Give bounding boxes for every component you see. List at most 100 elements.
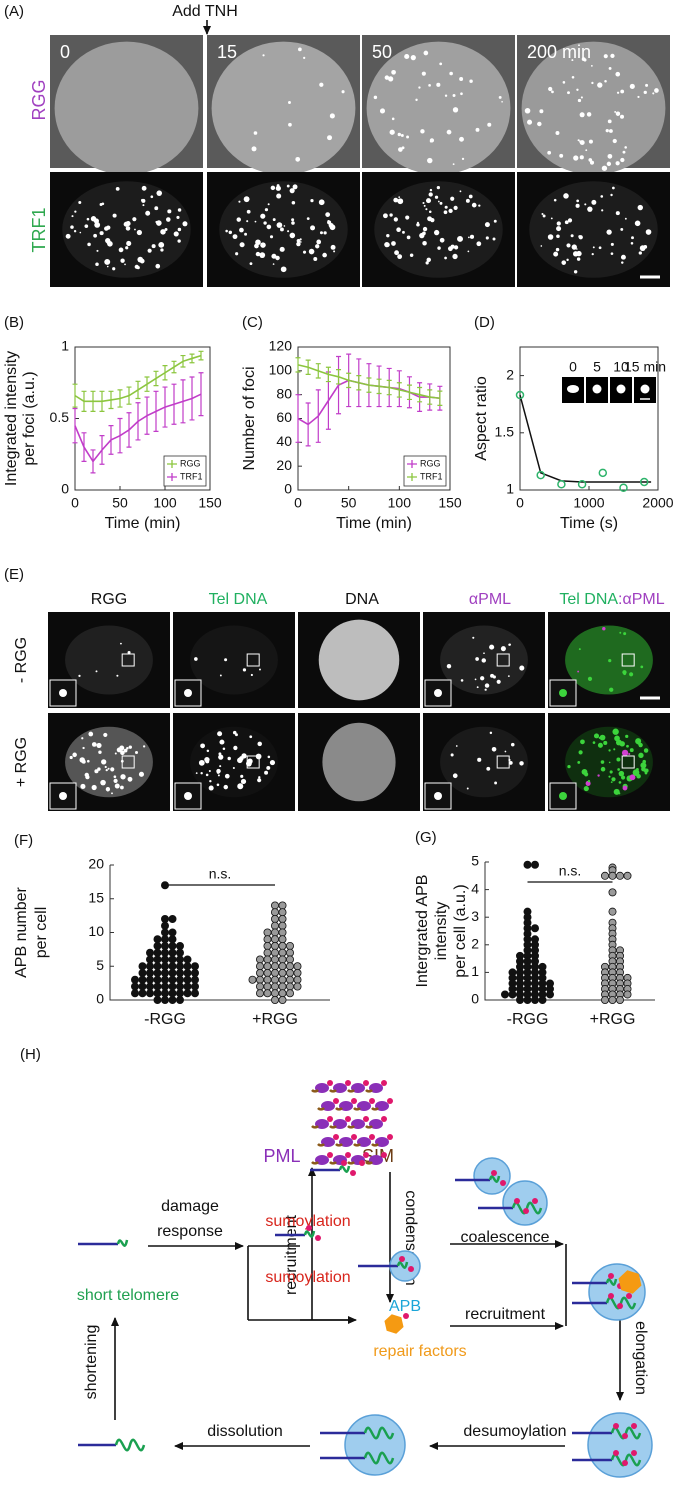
focus xyxy=(267,755,271,759)
focus xyxy=(425,198,432,204)
sumo xyxy=(333,1134,339,1140)
point xyxy=(175,948,184,957)
focus xyxy=(620,157,625,163)
focus xyxy=(494,781,498,785)
focus xyxy=(141,185,147,191)
focus xyxy=(637,204,643,211)
focus xyxy=(610,242,614,246)
inset-focus xyxy=(640,384,650,394)
focus xyxy=(559,153,564,158)
error-bar xyxy=(108,425,114,455)
focus xyxy=(127,650,131,654)
point xyxy=(577,480,587,489)
point xyxy=(263,975,272,984)
point xyxy=(255,975,264,984)
point xyxy=(153,996,162,1005)
y-tick-label: 1.5 xyxy=(495,424,515,440)
focus xyxy=(279,246,285,252)
point xyxy=(293,969,302,978)
focus xyxy=(308,248,315,255)
focus xyxy=(555,247,560,252)
focus xyxy=(508,643,511,646)
focus xyxy=(608,129,613,133)
error-bar xyxy=(126,412,132,448)
focus xyxy=(310,225,316,231)
point xyxy=(285,942,294,951)
point xyxy=(639,477,649,487)
point xyxy=(608,996,617,1005)
focus xyxy=(306,217,310,220)
sumo xyxy=(363,1080,369,1086)
focus xyxy=(147,248,152,253)
point xyxy=(278,915,287,924)
focus xyxy=(620,227,624,231)
point xyxy=(278,935,287,944)
sumo xyxy=(622,1433,628,1439)
y-axis-label: per cell (a.u.) xyxy=(452,884,469,977)
focus xyxy=(622,150,626,154)
sim xyxy=(335,1143,343,1147)
y-axis-label: intensity xyxy=(433,902,450,961)
point xyxy=(183,982,192,991)
error-bar xyxy=(346,372,352,389)
nucleus xyxy=(65,726,153,798)
nucleus xyxy=(322,722,396,802)
nucleus xyxy=(190,726,278,798)
focus xyxy=(177,239,181,243)
focus xyxy=(397,198,404,205)
nucleus xyxy=(521,41,666,175)
focus xyxy=(624,217,627,220)
point xyxy=(278,928,287,937)
focus xyxy=(598,736,601,739)
focus xyxy=(610,53,615,59)
focus xyxy=(124,263,126,266)
focus xyxy=(134,228,136,231)
point xyxy=(285,989,294,998)
point xyxy=(153,942,162,951)
focus xyxy=(481,658,486,663)
sumo xyxy=(363,1152,369,1158)
telomere-repeat xyxy=(396,1261,409,1269)
focus xyxy=(123,748,128,753)
label: coalescence xyxy=(461,1229,550,1246)
focus xyxy=(254,220,257,223)
error-bar xyxy=(144,376,150,392)
focus xyxy=(263,221,267,225)
focus xyxy=(275,185,281,191)
focus xyxy=(547,234,554,240)
focus xyxy=(259,252,266,259)
focus xyxy=(579,155,584,160)
label: repair factors xyxy=(373,1343,466,1360)
focus xyxy=(592,246,595,249)
focus xyxy=(160,229,166,235)
point xyxy=(160,955,169,964)
sumo xyxy=(631,1450,637,1456)
y-tick-label: 2 xyxy=(471,936,479,952)
focus xyxy=(550,217,553,220)
focus xyxy=(519,665,525,671)
legend-swatch xyxy=(167,460,177,468)
focus xyxy=(276,222,283,228)
point xyxy=(183,969,192,978)
focus xyxy=(571,59,574,62)
focus xyxy=(580,96,583,99)
point xyxy=(500,990,509,999)
focus xyxy=(484,222,490,228)
point xyxy=(270,921,279,930)
point xyxy=(263,942,272,951)
focus xyxy=(333,250,336,253)
focus xyxy=(96,742,102,749)
time-label: 200 min xyxy=(527,42,591,62)
focus xyxy=(400,134,404,137)
focus xyxy=(389,213,393,217)
point xyxy=(270,942,279,951)
error-bar xyxy=(376,378,382,395)
focus xyxy=(194,657,198,661)
focus xyxy=(645,229,652,235)
focus xyxy=(93,233,97,238)
focus xyxy=(620,89,625,94)
focus xyxy=(318,199,325,206)
sim xyxy=(317,1143,325,1147)
inset-focus xyxy=(59,792,67,800)
focus xyxy=(446,664,452,669)
